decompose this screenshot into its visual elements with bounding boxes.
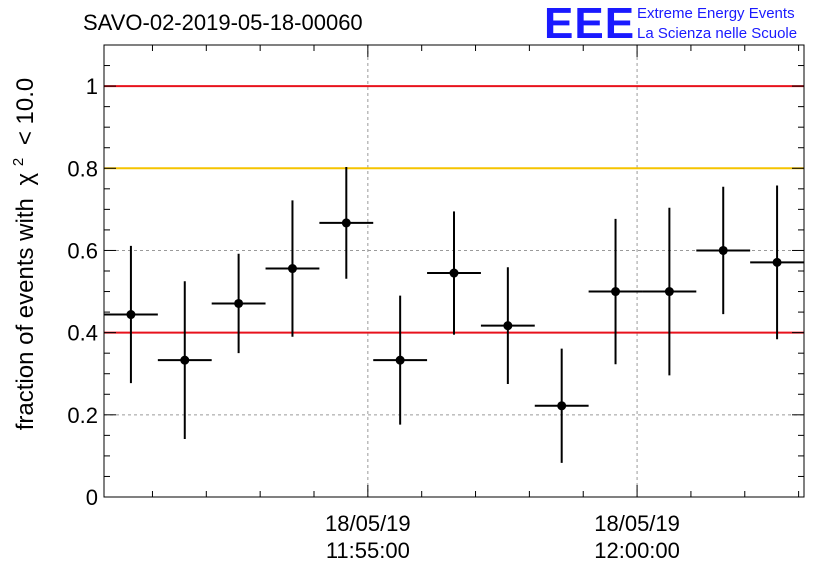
data-marker — [449, 268, 459, 278]
data-marker — [180, 355, 190, 365]
data-point-11 — [642, 207, 697, 376]
y-tick-label: 0.8 — [67, 156, 98, 181]
data-point-10 — [588, 218, 643, 365]
logo-line-1: Extreme Energy Events — [637, 5, 795, 22]
data-marker — [772, 257, 782, 267]
data-point-4 — [265, 200, 320, 337]
data-point-13 — [750, 185, 804, 340]
x-tick-label-date: 18/05/19 — [325, 511, 411, 536]
data-point-6 — [373, 295, 428, 425]
y-axis-label-prefix: fraction of events with — [12, 198, 39, 430]
y-axis-label-chi: χ — [12, 172, 39, 185]
y-tick-label: 0.4 — [67, 321, 98, 346]
data-point-12 — [696, 186, 751, 315]
x-tick-label-date: 18/05/19 — [594, 511, 680, 536]
data-point-1 — [104, 245, 158, 384]
data-points — [104, 167, 804, 463]
eee-logo: EEE Extreme Energy Events La Scienza nel… — [544, 2, 834, 46]
y-axis-label-suffix: < 10.0 — [12, 78, 39, 145]
data-marker — [503, 321, 513, 331]
logo-line-2: La Scienza nelle Scuole — [637, 25, 798, 42]
data-marker — [664, 287, 674, 297]
chart-title: SAVO-02-2019-05-18-00060 — [83, 10, 363, 35]
y-tick-label: 1 — [86, 74, 98, 99]
x-tick-label-time: 11:55:00 — [326, 538, 410, 563]
data-marker — [287, 264, 297, 274]
data-point-5 — [319, 167, 374, 279]
data-marker — [395, 355, 405, 365]
y-axis-label: fraction of events with χ 2 < 10.0 — [2, 78, 39, 431]
y-tick-labels: 0 0.2 0.4 0.6 0.8 1 — [67, 74, 98, 510]
data-marker — [341, 218, 351, 228]
data-point-9 — [534, 348, 589, 463]
data-point-3 — [211, 253, 266, 354]
data-point-7 — [427, 211, 481, 335]
data-marker — [611, 287, 621, 297]
y-axis-label-exponent: 2 — [10, 158, 27, 166]
data-marker — [126, 310, 136, 320]
y-tick-label: 0 — [86, 485, 98, 510]
axis-ticks — [104, 45, 804, 498]
data-point-2 — [157, 281, 212, 440]
eee-logo-mark: EEE — [544, 0, 636, 48]
data-marker — [234, 298, 244, 308]
data-marker — [557, 401, 567, 411]
data-point-8 — [480, 267, 535, 384]
y-tick-label: 0.6 — [67, 238, 98, 263]
x-tick-label-time: 12:00:00 — [594, 538, 680, 563]
data-marker — [718, 245, 728, 255]
y-tick-label: 0.2 — [67, 403, 98, 428]
